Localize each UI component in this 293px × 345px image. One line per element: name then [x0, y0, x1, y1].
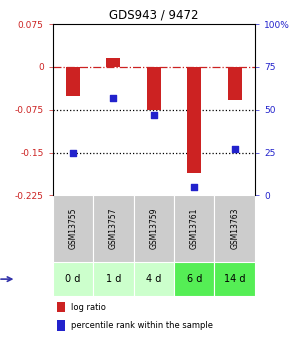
Bar [214, 262, 255, 296]
Bar [93, 195, 134, 262]
Bar [134, 262, 174, 296]
Bar [57, 302, 65, 312]
Bar [53, 262, 93, 296]
Text: 4 d: 4 d [146, 274, 161, 284]
Text: GSM13761: GSM13761 [190, 208, 199, 249]
Bar [147, 67, 161, 110]
Text: GSM13755: GSM13755 [69, 208, 77, 249]
Text: 14 d: 14 d [224, 274, 246, 284]
Text: GSM13757: GSM13757 [109, 208, 118, 249]
Bar [93, 262, 134, 296]
Text: 0 d: 0 d [65, 274, 81, 284]
Bar [134, 195, 174, 262]
Text: GSM13759: GSM13759 [149, 208, 158, 249]
Bar [106, 58, 120, 67]
Point [192, 184, 197, 190]
Bar [66, 67, 80, 96]
Bar [57, 320, 65, 331]
Point [232, 146, 237, 152]
Text: GSM13763: GSM13763 [230, 208, 239, 249]
Bar [228, 67, 242, 100]
Point [71, 150, 75, 155]
Text: 1 d: 1 d [106, 274, 121, 284]
Point [111, 95, 116, 100]
Bar [174, 262, 214, 296]
Bar [174, 195, 214, 262]
Text: 6 d: 6 d [187, 274, 202, 284]
Text: percentile rank within the sample: percentile rank within the sample [71, 321, 213, 330]
Title: GDS943 / 9472: GDS943 / 9472 [109, 9, 199, 22]
Point [151, 112, 156, 118]
Bar [214, 195, 255, 262]
Text: log ratio: log ratio [71, 303, 106, 312]
Bar [187, 67, 201, 172]
Bar [53, 195, 93, 262]
